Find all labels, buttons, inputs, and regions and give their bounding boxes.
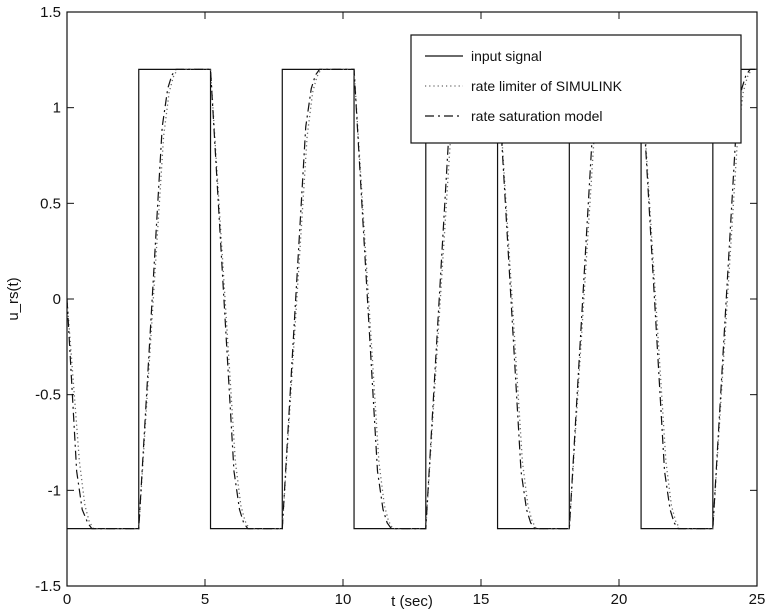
- x-axis-label: t (sec): [391, 593, 433, 610]
- x-tick-label: 5: [201, 591, 209, 608]
- series-layer: [67, 68, 757, 530]
- legend: input signal rate limiter of SIMULINK rate…: [410, 34, 742, 144]
- y-tick-label: 0: [53, 291, 61, 308]
- series-input-signal: [67, 68, 757, 530]
- y-tick-label: -1.5: [35, 578, 61, 595]
- legend-label: rate saturation model: [471, 108, 603, 124]
- y-tick-label: 1: [53, 100, 61, 117]
- y-tick-label: 0.5: [40, 195, 61, 212]
- ticks-layer: 0 5 10 15 20 25 -1.5 -1 -0.5 0 0.5 1 1.5: [35, 4, 765, 608]
- x-tick-label: 25: [749, 591, 766, 608]
- y-axis-label: u_rs(t): [5, 277, 22, 320]
- legend-box: [410, 34, 742, 144]
- x-tick-label: 20: [611, 591, 628, 608]
- y-tick-label: 1.5: [40, 4, 61, 21]
- y-tick-label: -0.5: [35, 387, 61, 404]
- x-tick-label: 10: [335, 591, 352, 608]
- legend-label: input signal: [471, 48, 542, 64]
- y-tick-label: -1: [48, 482, 61, 499]
- x-tick-label: 15: [473, 591, 490, 608]
- series-rate-saturation-model: [67, 68, 757, 530]
- x-tick-label: 0: [63, 591, 71, 608]
- legend-label: rate limiter of SIMULINK: [471, 78, 623, 94]
